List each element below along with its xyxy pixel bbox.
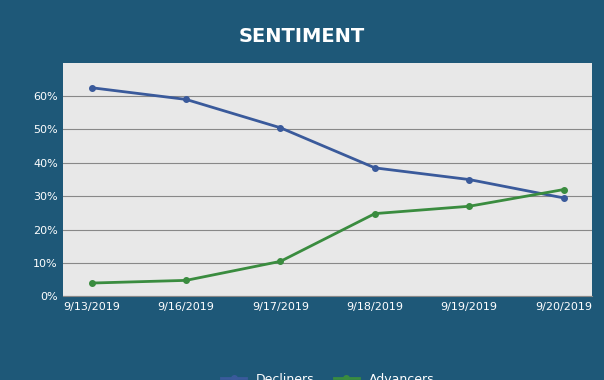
Advancers [88, 281, 95, 285]
Advancers [560, 187, 567, 192]
Advancers [182, 278, 190, 283]
Decliners [466, 177, 473, 182]
Decliners [88, 86, 95, 90]
Advancers [371, 211, 379, 216]
Legend: Decliners, Advancers: Decliners, Advancers [216, 368, 439, 380]
Advancers [277, 259, 284, 264]
Decliners [182, 97, 190, 102]
Advancers [466, 204, 473, 209]
Decliners [560, 196, 567, 200]
Line: Decliners: Decliners [89, 85, 567, 201]
Decliners [371, 166, 379, 170]
Text: SENTIMENT: SENTIMENT [239, 27, 365, 46]
Line: Advancers: Advancers [89, 187, 567, 286]
Decliners [277, 125, 284, 130]
